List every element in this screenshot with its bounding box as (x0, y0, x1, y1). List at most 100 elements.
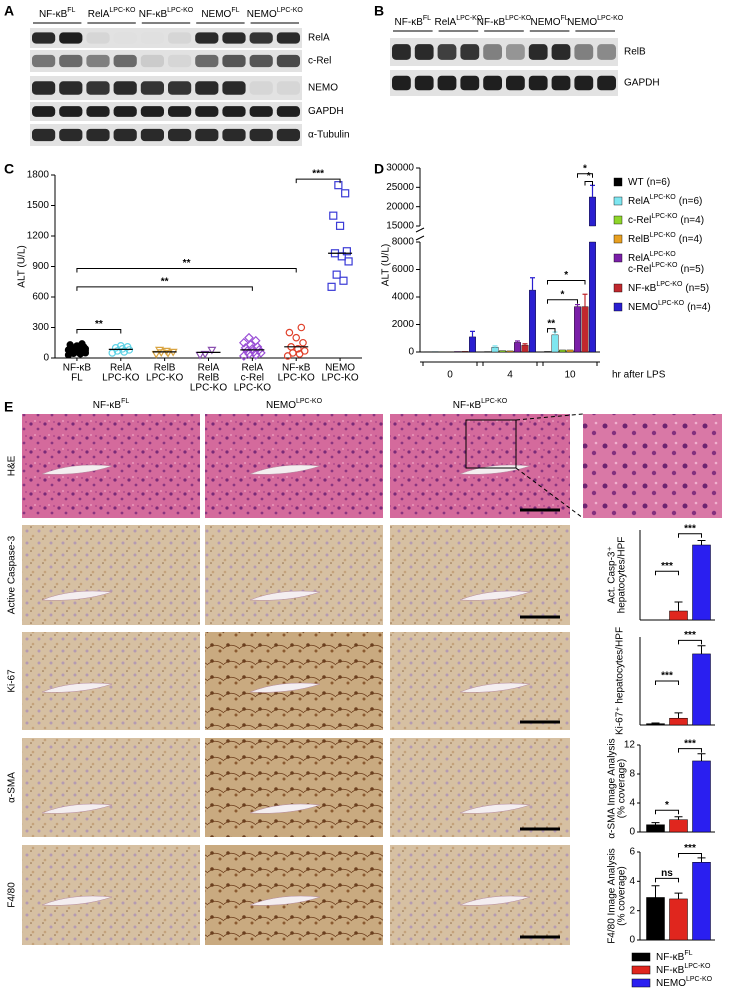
label-sup: LPC-KO (277, 7, 304, 14)
row-label: H&E (7, 455, 18, 476)
y-tick-label: 0 (629, 935, 635, 946)
legend-swatch (613, 234, 623, 244)
x-tick-label: RelA (110, 363, 132, 374)
significance-bracket (76, 329, 122, 334)
significance-label: *** (684, 843, 696, 854)
blot-header: NF-κBFL (395, 15, 432, 28)
label-base: RelB (628, 234, 650, 245)
band (113, 32, 137, 44)
label-sup: LPC-KO (456, 15, 483, 22)
vessel (459, 682, 531, 693)
band (195, 81, 219, 95)
x-tick-label: LPC-KO (278, 373, 315, 384)
histology-image (205, 525, 383, 625)
significance-label: *** (312, 169, 324, 180)
band (276, 54, 300, 68)
band (59, 32, 83, 44)
band (222, 106, 246, 117)
histology-image (205, 738, 383, 837)
band (528, 75, 548, 91)
blot-row-label: NEMO (308, 83, 338, 94)
error-bar (674, 816, 683, 820)
bar (544, 351, 551, 353)
y-tick-label: 1500 (27, 200, 50, 211)
label-base: NF-κB (395, 17, 424, 28)
band (222, 128, 246, 142)
bar (529, 289, 536, 353)
legend-label: WT (n=6) (628, 177, 670, 188)
label-base: c-Rel (628, 264, 651, 275)
label-base: RelA (435, 17, 457, 28)
significance-bracket (678, 852, 702, 858)
point (327, 282, 336, 291)
histology-image (205, 632, 383, 730)
bar (559, 349, 566, 353)
label-base: NEMO (201, 9, 231, 20)
band (168, 32, 192, 44)
point (339, 276, 348, 285)
significance-bracket (655, 809, 679, 815)
band (86, 54, 110, 68)
bar (646, 824, 665, 833)
vessel (41, 464, 113, 475)
y-tick-label: 2 (629, 905, 635, 916)
band (168, 128, 192, 142)
significance-label: * (583, 163, 587, 174)
zoom-image (583, 414, 722, 518)
blot-row-label: RelA (308, 33, 330, 44)
band (222, 81, 246, 95)
error-bar (651, 822, 660, 825)
zoom-box (465, 419, 517, 469)
label-n: (n=6) (647, 177, 671, 188)
row-label: α-SMA (7, 772, 18, 803)
significance-label: ** (547, 318, 555, 329)
point (335, 221, 345, 230)
blot-header: RelALPC-KO (435, 15, 483, 28)
label-sup: LPC-KO (650, 251, 677, 258)
label-sup: LPC-KO (658, 300, 685, 307)
legend-swatch (613, 283, 623, 293)
label-base: RelA (628, 196, 650, 207)
band (32, 106, 56, 117)
band (113, 128, 137, 142)
bar (506, 350, 514, 353)
error-bar (522, 343, 528, 346)
significance-label: * (587, 171, 591, 182)
significance-bracket (655, 680, 679, 685)
significance-label: * (561, 289, 565, 300)
band (86, 106, 110, 117)
blot-header: RelALPC-KO (88, 7, 136, 20)
label-base: NEMO (628, 302, 658, 313)
vessel (41, 682, 113, 693)
x-tick-label: 4 (507, 370, 513, 381)
significance-bracket (655, 570, 679, 576)
y-tick-label: 0 (629, 827, 635, 838)
x-tick-label: LPC-KO (234, 383, 271, 394)
band (59, 106, 83, 117)
band (392, 44, 411, 60)
zoom-lines (515, 413, 584, 519)
histology-image (22, 845, 200, 945)
blot-header: NF-κBLPC-KO (477, 15, 532, 28)
label-base: NEMO (656, 978, 686, 989)
significance-bracket (678, 533, 702, 538)
vessel (459, 803, 531, 814)
error-bar (697, 540, 706, 545)
legend-label: RelALPC-KO (n=6) (628, 194, 702, 207)
band (249, 106, 273, 117)
bar (491, 346, 499, 353)
vessel (459, 895, 531, 906)
legend-label: NEMOLPC-KO (n=4) (628, 300, 711, 313)
bar (469, 336, 476, 353)
band (32, 54, 56, 68)
bar (669, 819, 688, 833)
point (342, 247, 351, 256)
y-tick-label: 4 (629, 798, 635, 809)
band (32, 32, 56, 44)
blot-row-label: GAPDH (624, 78, 660, 89)
band (140, 106, 164, 117)
band (195, 128, 219, 142)
panel-label: C (4, 161, 14, 177)
x-tick-label: c-Rel (241, 373, 264, 384)
legend-swatch (613, 196, 623, 206)
